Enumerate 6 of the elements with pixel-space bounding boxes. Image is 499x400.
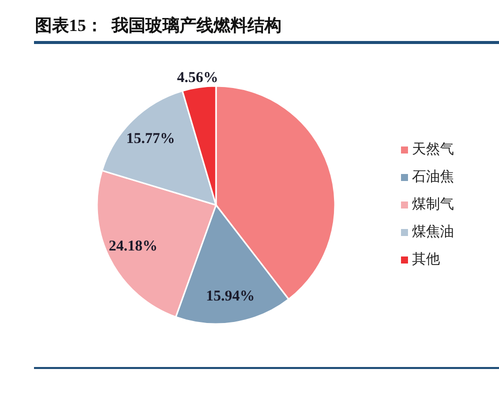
legend-label: 石油焦 (412, 169, 454, 185)
title: 图表15： 我国玻璃产线燃料结构 (35, 15, 282, 37)
legend-label: 天然气 (412, 142, 454, 158)
legend-label: 其他 (412, 252, 440, 268)
legend-label: 煤制气 (412, 196, 454, 212)
legend-label: 煤焦油 (412, 224, 454, 240)
